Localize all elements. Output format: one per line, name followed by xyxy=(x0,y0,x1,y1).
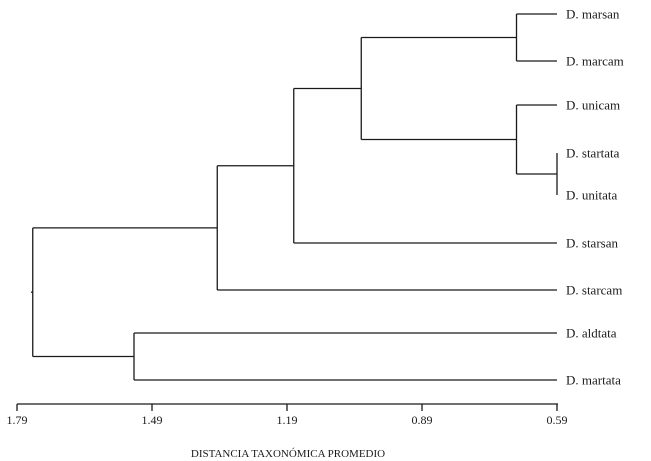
leaf-label: D. martata xyxy=(566,373,621,388)
leaf-label: D. starsan xyxy=(566,236,618,251)
leaf-label: D. starcam xyxy=(566,283,622,298)
leaf-labels: D. marsan D. marcam D. unicam D. startata D.… xyxy=(566,7,624,388)
x-tick-label: 0.59 xyxy=(547,413,568,427)
leaf-label: D. marcam xyxy=(566,54,624,69)
leaf-label: D. startata xyxy=(566,146,620,161)
x-axis-ticks: 1.79 1.49 1.19 0.89 0.59 xyxy=(7,404,568,427)
leaf-label: D. aldtata xyxy=(566,326,617,341)
x-tick-label: 1.79 xyxy=(7,413,28,427)
x-tick-label: 0.89 xyxy=(412,413,433,427)
dendrogram-branches xyxy=(31,13,558,381)
x-tick-label: 1.19 xyxy=(277,413,298,427)
x-axis: 1.79 1.49 1.19 0.89 0.59 DISTANCIA TAXONÓMIC… xyxy=(7,403,568,460)
leaf-label: D. unicam xyxy=(566,98,620,113)
x-axis-title: DISTANCIA TAXONÓMICA PROMEDIO xyxy=(191,448,385,460)
leaf-label: D. unitata xyxy=(566,188,617,203)
leaf-label: D. marsan xyxy=(566,7,620,22)
x-tick-label: 1.49 xyxy=(142,413,163,427)
